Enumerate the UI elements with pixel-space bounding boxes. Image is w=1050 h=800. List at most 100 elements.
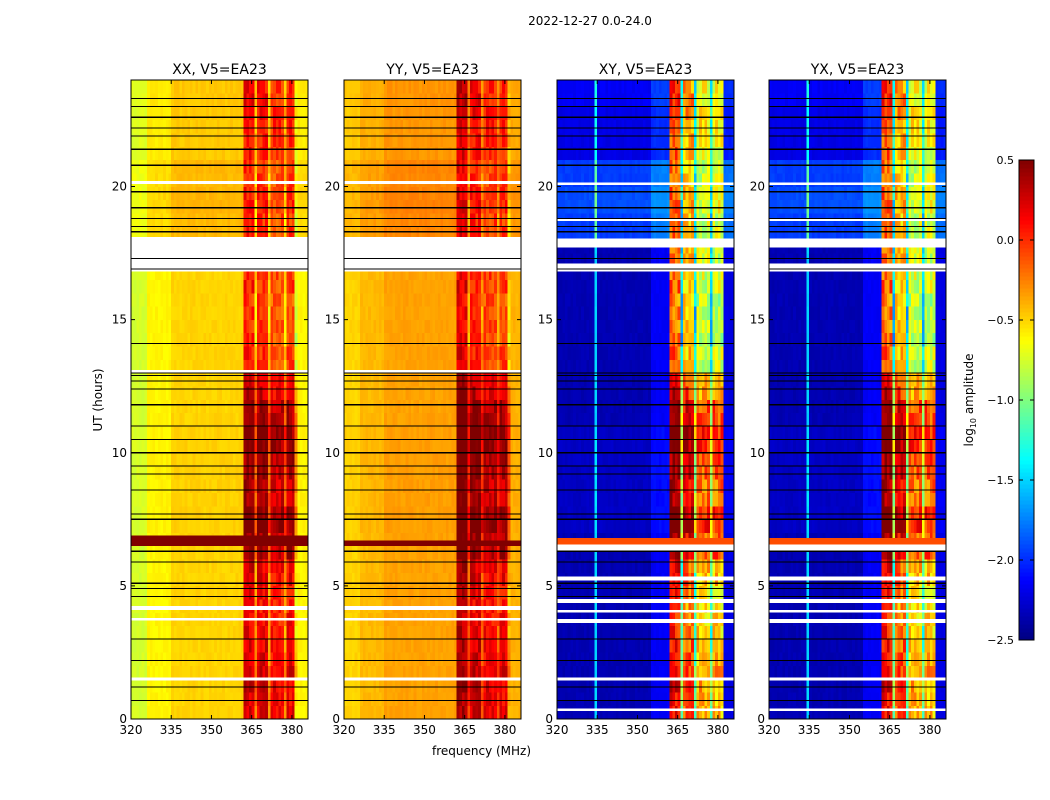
heatmap-cell bbox=[297, 679, 301, 693]
heatmap-cell bbox=[373, 559, 377, 573]
heatmap-cell bbox=[176, 80, 180, 94]
heatmap-cell bbox=[246, 346, 250, 360]
heatmap-cell bbox=[470, 439, 474, 454]
heatmap-cell bbox=[494, 492, 498, 507]
heatmap-cell bbox=[168, 93, 172, 107]
heatmap-cell bbox=[283, 226, 287, 241]
heatmap-cell bbox=[381, 572, 385, 587]
heatmap-cell bbox=[291, 199, 295, 214]
heatmap-cell bbox=[168, 146, 172, 161]
heatmap-cell bbox=[238, 106, 242, 121]
heatmap-cell bbox=[149, 452, 153, 467]
heatmap-cell bbox=[381, 452, 385, 467]
heatmap-cell bbox=[453, 426, 457, 440]
heatmap-cell bbox=[171, 146, 175, 161]
heatmap-cell bbox=[354, 386, 358, 400]
heatmap-cell bbox=[275, 665, 279, 680]
flagged-black-line bbox=[131, 388, 308, 390]
heatmap-cell bbox=[299, 639, 303, 653]
heatmap-cell bbox=[349, 399, 353, 414]
heatmap-cell bbox=[445, 585, 449, 600]
heatmap-cell bbox=[496, 492, 500, 507]
heatmap-cell bbox=[141, 306, 145, 320]
heatmap-cell bbox=[496, 652, 500, 667]
heatmap-cell bbox=[235, 386, 239, 400]
heatmap-cell bbox=[349, 585, 353, 600]
heatmap-cell bbox=[246, 426, 250, 440]
heatmap-cell bbox=[208, 519, 212, 533]
heatmap-cell bbox=[360, 572, 364, 587]
heatmap-cell bbox=[192, 146, 196, 161]
heatmap-cell bbox=[518, 412, 522, 427]
heatmap-cell bbox=[211, 306, 215, 320]
heatmap-cell bbox=[198, 412, 202, 427]
heatmap-cell bbox=[232, 359, 236, 374]
heatmap-cell bbox=[278, 519, 282, 533]
heatmap-cell bbox=[214, 279, 218, 294]
heatmap-cell bbox=[173, 679, 177, 693]
heatmap-cell bbox=[365, 545, 369, 560]
heatmap-cell bbox=[381, 519, 385, 533]
heatmap-cell bbox=[427, 572, 431, 587]
heatmap-cell bbox=[299, 133, 303, 147]
heatmap-cell bbox=[360, 519, 364, 533]
heatmap-cell bbox=[299, 226, 303, 241]
heatmap-cell bbox=[195, 372, 199, 387]
heatmap-cell bbox=[195, 625, 199, 640]
heatmap-cell bbox=[453, 545, 457, 560]
heatmap-cell bbox=[440, 466, 444, 480]
heatmap-cell bbox=[491, 665, 495, 680]
heatmap-cell bbox=[249, 452, 252, 467]
heatmap-cell bbox=[440, 665, 444, 680]
heatmap-cell bbox=[286, 665, 290, 680]
heatmap-cell bbox=[267, 652, 271, 667]
heatmap-cell bbox=[273, 452, 277, 467]
heatmap-cell bbox=[190, 80, 193, 94]
heatmap-cell bbox=[240, 506, 244, 520]
heatmap-cell bbox=[429, 652, 433, 667]
heatmap-cell bbox=[267, 466, 271, 480]
heatmap-cell bbox=[291, 545, 295, 560]
heatmap-cell bbox=[352, 359, 356, 374]
heatmap-cell bbox=[265, 639, 269, 653]
heatmap-cell bbox=[445, 426, 449, 440]
heatmap-cell bbox=[344, 679, 347, 693]
heatmap-cell bbox=[432, 386, 436, 400]
heatmap-cell bbox=[368, 386, 372, 400]
heatmap-cell bbox=[144, 545, 148, 560]
heatmap-cell bbox=[283, 372, 287, 387]
heatmap-cell bbox=[235, 692, 239, 706]
heatmap-cell bbox=[378, 452, 382, 467]
heatmap-cell bbox=[427, 625, 431, 640]
heatmap-cell bbox=[251, 479, 255, 493]
heatmap-cell bbox=[219, 93, 223, 107]
heatmap-cell bbox=[176, 559, 180, 573]
heatmap-cell bbox=[286, 426, 290, 440]
heatmap-cell bbox=[184, 226, 188, 241]
heatmap-cell bbox=[187, 399, 191, 414]
heatmap-cell bbox=[518, 466, 522, 480]
heatmap-cell bbox=[265, 439, 269, 454]
heatmap-cell bbox=[262, 559, 266, 573]
heatmap-cell bbox=[214, 479, 218, 493]
heatmap-cell bbox=[305, 399, 309, 414]
heatmap-cell bbox=[136, 506, 140, 520]
heatmap-cell bbox=[349, 426, 353, 440]
heatmap-cell bbox=[273, 279, 277, 294]
heatmap-cell bbox=[216, 199, 220, 214]
heatmap-cell bbox=[141, 266, 145, 280]
heatmap-cell bbox=[470, 572, 474, 587]
heatmap-cell bbox=[437, 585, 441, 600]
heatmap-cell bbox=[486, 639, 490, 653]
heatmap-cell bbox=[235, 226, 239, 241]
heatmap-cell bbox=[510, 452, 514, 467]
heatmap-cell bbox=[421, 705, 425, 720]
heatmap-cell bbox=[195, 452, 199, 467]
heatmap-cell bbox=[219, 80, 223, 94]
heatmap-cell bbox=[370, 532, 374, 547]
heatmap-cell bbox=[198, 639, 202, 653]
heatmap-cell bbox=[195, 119, 199, 134]
heatmap-cell bbox=[165, 106, 169, 121]
heatmap-cell bbox=[192, 199, 196, 214]
heatmap-cell bbox=[281, 93, 285, 107]
